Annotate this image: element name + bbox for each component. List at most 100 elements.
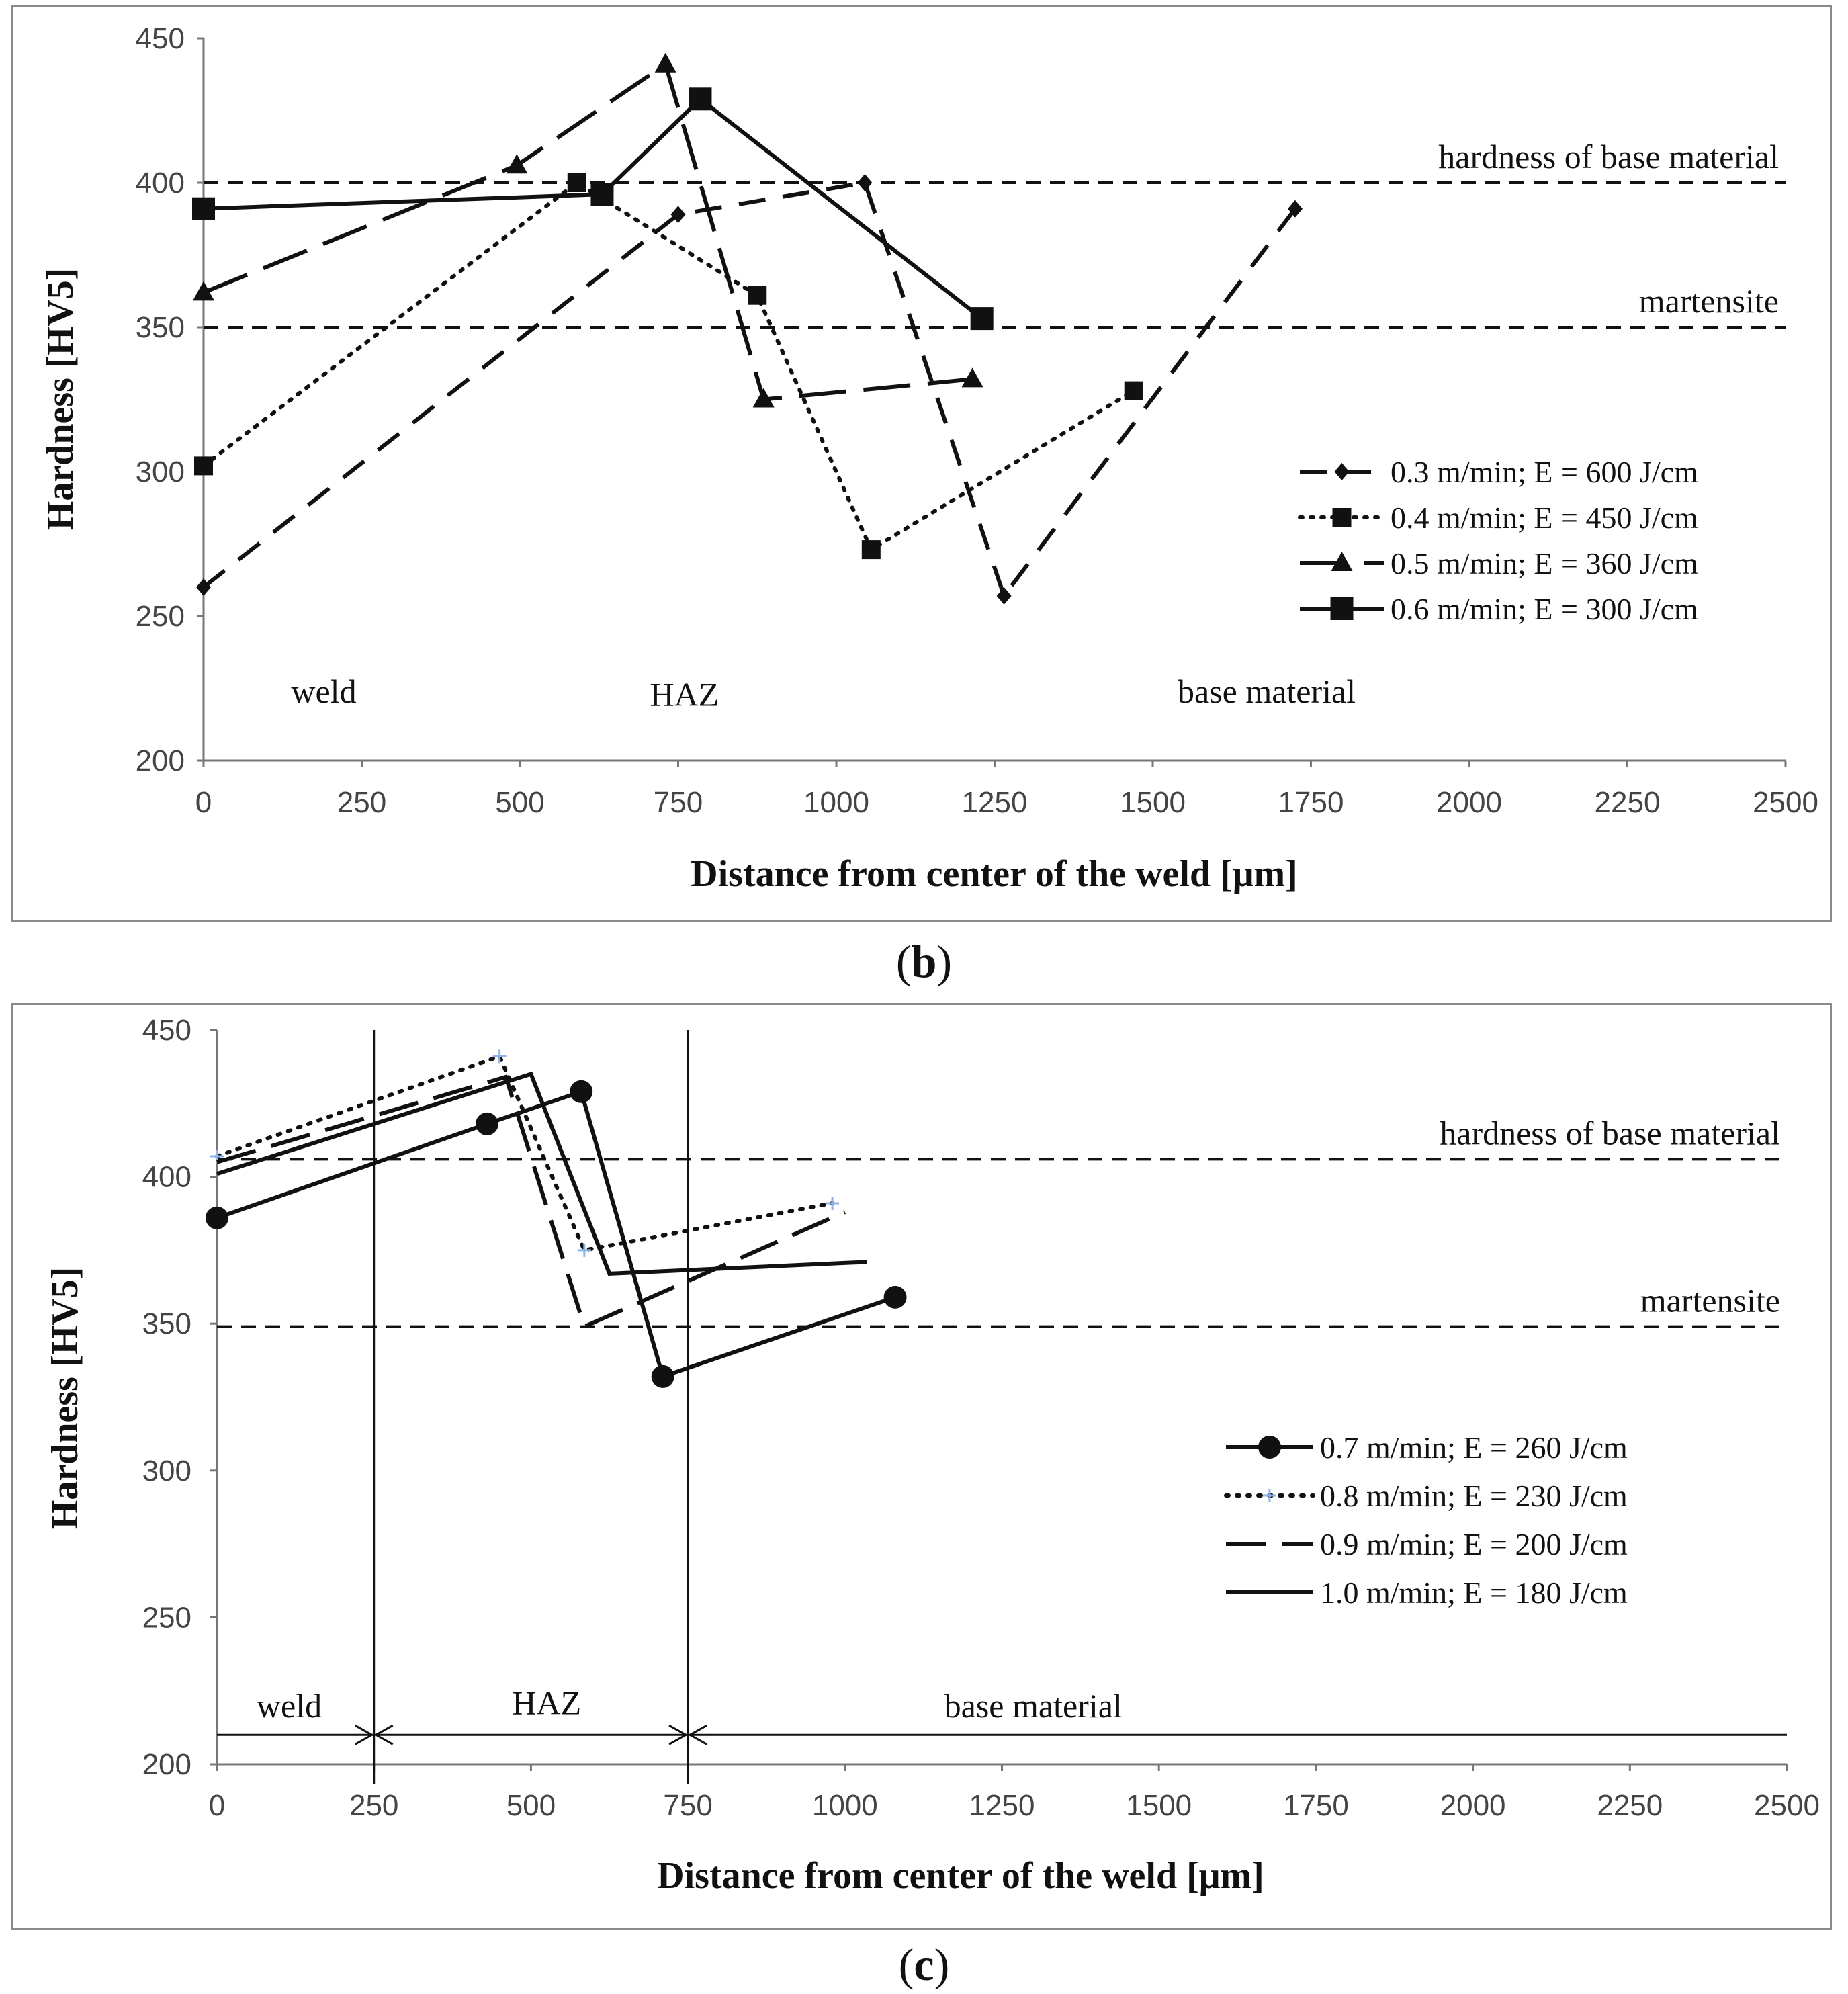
- series-line: [203, 96, 983, 320]
- x-tick-label: 500: [507, 1789, 556, 1822]
- x-tick-label: 1000: [803, 786, 869, 819]
- data-point: [577, 1243, 591, 1257]
- arrowhead-right: [668, 1724, 689, 1745]
- arrowhead-left: [373, 1724, 394, 1745]
- x-tick-label: 750: [654, 786, 703, 819]
- data-point: [590, 183, 614, 206]
- x-axis-title: Distance from center of the weld [μm]: [691, 853, 1298, 895]
- zone-label: HAZ: [512, 1684, 581, 1722]
- series-3: [216, 1074, 846, 1330]
- y-tick-label: 250: [142, 1601, 191, 1634]
- legend-marker: [1258, 1436, 1281, 1459]
- reference-line-label: hardness of base material: [1438, 138, 1779, 175]
- chart-panel-b: 200 250 300 350 400 450 0 250 500 750 1000 1250 1500…: [11, 5, 1832, 922]
- legend-label: 0.7 m/min; E = 260 J/cm: [1320, 1430, 1628, 1465]
- legend-label: 0.6 m/min; E = 300 J/cm: [1391, 592, 1698, 626]
- zone-label: weld: [291, 673, 356, 710]
- x-tick-label: 2000: [1436, 786, 1502, 819]
- y-tick-label: 300: [142, 1455, 191, 1487]
- data-point: [567, 173, 586, 192]
- arrowhead-right: [354, 1724, 374, 1745]
- chart-b: 200 250 300 350 400 450 0 250 500 750 1000 1250 1500…: [40, 22, 1818, 895]
- series-1: [196, 174, 1303, 605]
- x-tick-label: 1000: [812, 1789, 878, 1822]
- caption-c-letter: c: [914, 1939, 934, 1990]
- y-axis-title: Hardness [HV5]: [40, 268, 81, 530]
- data-point: [861, 540, 881, 560]
- legend-marker: [1332, 508, 1352, 527]
- legend-label: 0.9 m/min; E = 200 J/cm: [1320, 1527, 1628, 1561]
- x-tick-label: 1750: [1278, 786, 1344, 819]
- data-point: [570, 1080, 593, 1103]
- reference-line-label: hardness of base material: [1440, 1114, 1780, 1152]
- y-tick-label: 400: [142, 1161, 191, 1194]
- data-point: [206, 1206, 228, 1229]
- legend-label: 1.0 m/min; E = 180 J/cm: [1320, 1575, 1628, 1610]
- legend-label: 0.4 m/min; E = 450 J/cm: [1391, 501, 1698, 535]
- reference-line-label: martensite: [1639, 282, 1779, 320]
- y-axis-title: Hardness [HV5]: [44, 1267, 86, 1529]
- series-line: [215, 1053, 835, 1253]
- chart-panel-c: 200 250 300 350 400 450 0 250 500 750 1000 1250 1500…: [11, 1003, 1832, 1930]
- arrowhead-left: [688, 1724, 707, 1745]
- y-tick-label: 350: [136, 311, 185, 344]
- series-line: [216, 1071, 867, 1276]
- series-line: [202, 180, 1297, 601]
- data-point: [883, 1285, 907, 1309]
- data-point: [196, 578, 211, 596]
- x-tick-label: 250: [349, 1789, 398, 1822]
- data-point: [826, 1196, 840, 1210]
- caption-b: (b): [895, 936, 953, 987]
- x-tick-label: 250: [337, 786, 386, 819]
- y-tick-label: 450: [136, 22, 185, 55]
- x-tick-label: 2500: [1754, 1789, 1820, 1822]
- series-2: [210, 1049, 840, 1257]
- x-tick-label: 2000: [1440, 1789, 1506, 1822]
- y-tick-label: 200: [142, 1748, 191, 1781]
- y-tick-label: 200: [136, 744, 185, 777]
- data-point: [651, 1364, 674, 1388]
- series-line: [216, 1074, 846, 1330]
- data-point: [1287, 200, 1303, 218]
- x-axis-title: Distance from center of the weld [μm]: [657, 1855, 1264, 1897]
- data-point: [654, 52, 676, 73]
- zone-label: weld: [257, 1687, 322, 1725]
- x-tick-label: 1250: [969, 1789, 1035, 1822]
- data-point: [857, 174, 873, 191]
- x-tick-label: 1500: [1126, 1789, 1192, 1822]
- series-3: [193, 52, 983, 408]
- legend: 0.3 m/min; E = 600 J/cm 0.4 m/min; E = 45…: [1298, 455, 1698, 626]
- series-4: [216, 1071, 867, 1276]
- data-point: [748, 286, 767, 305]
- legend-marker: [1334, 463, 1350, 480]
- data-point: [192, 197, 215, 220]
- y-tick-label: 250: [136, 600, 185, 633]
- legend-label: 0.3 m/min; E = 600 J/cm: [1391, 455, 1698, 489]
- caption-b-letter: b: [911, 936, 937, 987]
- legend-label: 0.5 m/min; E = 360 J/cm: [1391, 546, 1698, 580]
- data-point: [970, 307, 994, 331]
- y-tick-label: 450: [142, 1014, 191, 1047]
- legend-marker: [1263, 1489, 1276, 1502]
- x-tick-label: 1500: [1120, 786, 1186, 819]
- data-point: [194, 456, 213, 476]
- data-point: [689, 87, 712, 111]
- data-point: [670, 206, 686, 224]
- y-tick-label: 400: [136, 167, 185, 200]
- x-tick-label: 750: [663, 1789, 712, 1822]
- x-tick-label: 0: [209, 1789, 225, 1822]
- legend: 0.7 m/min; E = 260 J/cm 0.8 m/min; E = 23…: [1224, 1430, 1628, 1610]
- x-tick-label: 500: [495, 786, 544, 819]
- data-point: [492, 1049, 507, 1064]
- zone-label: HAZ: [650, 675, 719, 713]
- chart-c: 200 250 300 350 400 450 0 250 500 750 1000 1250 1500…: [44, 1014, 1820, 1897]
- legend-marker: [1330, 597, 1354, 620]
- series-line: [202, 60, 973, 402]
- series-4: [192, 87, 994, 331]
- series-1: [206, 1080, 907, 1388]
- x-tick-label: 1250: [962, 786, 1028, 819]
- zone-label: base material: [944, 1687, 1123, 1725]
- legend-marker: [1331, 552, 1353, 571]
- caption-c: (c): [898, 1939, 950, 1990]
- series-2: [194, 173, 1143, 560]
